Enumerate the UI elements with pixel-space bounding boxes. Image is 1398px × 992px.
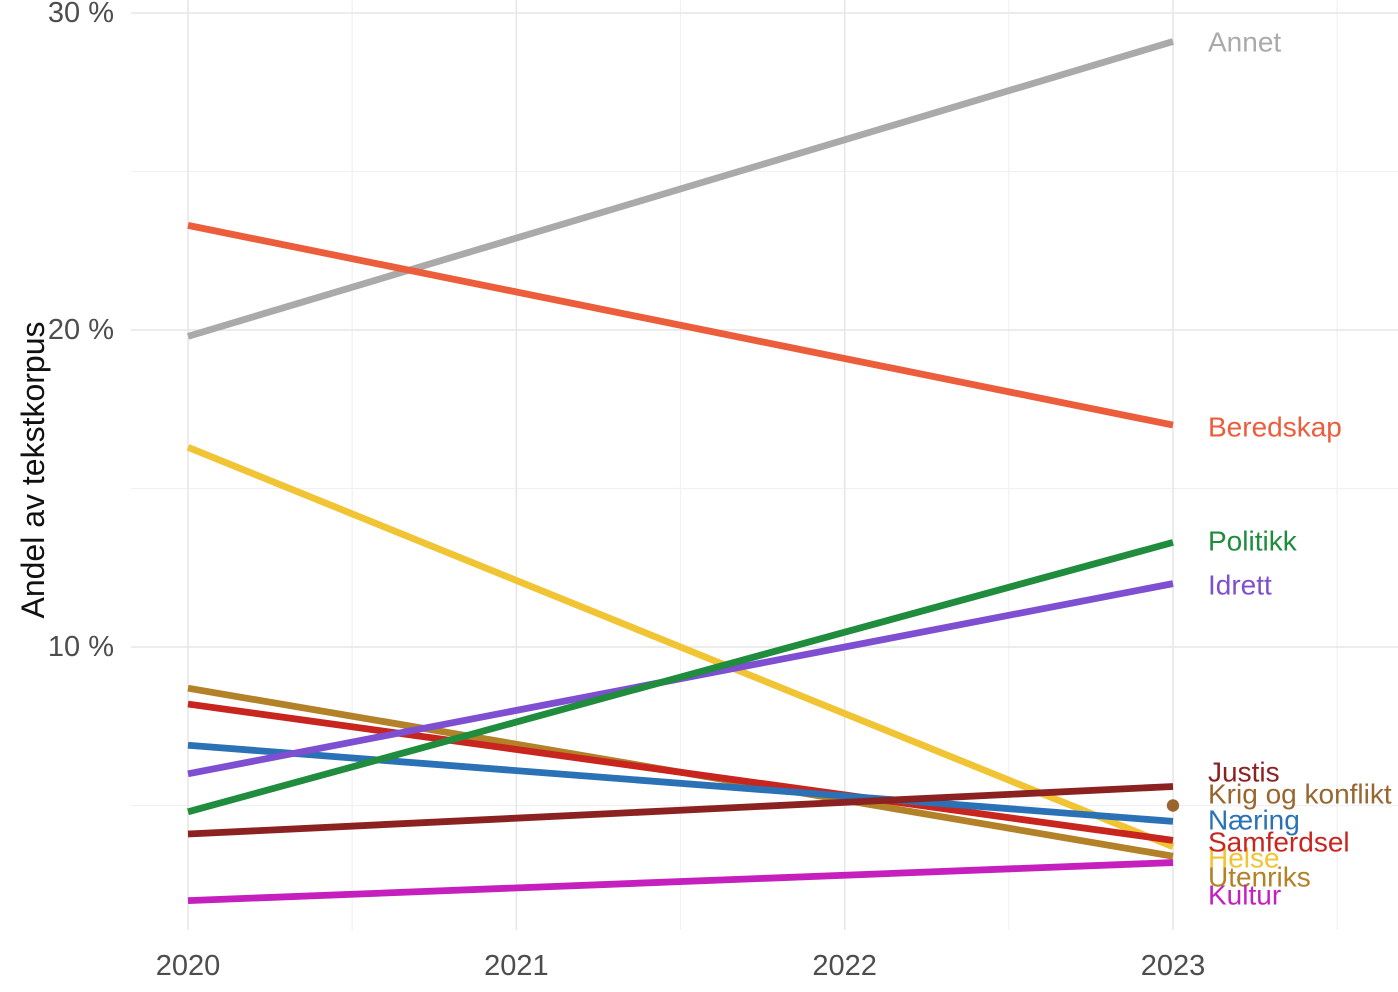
series-line [187, 38, 1174, 340]
series-label: Idrett [1208, 570, 1272, 601]
series-label: Krig og konflikt [1208, 779, 1392, 810]
series-line [186, 444, 1175, 850]
series-layer [186, 38, 1180, 904]
series-line [187, 700, 1174, 844]
y-tick-label: 20 % [48, 314, 114, 346]
series-label: Utenriks [1208, 862, 1311, 893]
x-tick-label: 2023 [1141, 950, 1206, 982]
series-line [187, 859, 1174, 904]
series-line [187, 741, 1174, 825]
y-tick-label: 10 % [48, 631, 114, 663]
series-label: Samferdsel [1208, 827, 1350, 858]
series-label: Politikk [1208, 526, 1298, 557]
series-line [187, 222, 1174, 429]
series-label: Næring [1208, 805, 1300, 836]
series-label: Kultur [1208, 880, 1281, 911]
x-tick-label: 2021 [484, 950, 549, 982]
series-label: Annet [1208, 27, 1281, 58]
series-line [187, 539, 1174, 816]
series-label: Beredskap [1208, 412, 1342, 443]
series-point [1166, 799, 1180, 812]
x-tick-label: 2020 [156, 950, 221, 982]
y-tick-label: 30 % [48, 0, 114, 29]
grid-layer [131, 0, 1398, 930]
x-tick-label: 2022 [812, 950, 877, 982]
series-label: Justis [1208, 757, 1280, 788]
y-axis-title: Andel av tekstkorpus [15, 321, 51, 618]
series-line [187, 783, 1174, 838]
series-label: Helse [1208, 843, 1280, 874]
